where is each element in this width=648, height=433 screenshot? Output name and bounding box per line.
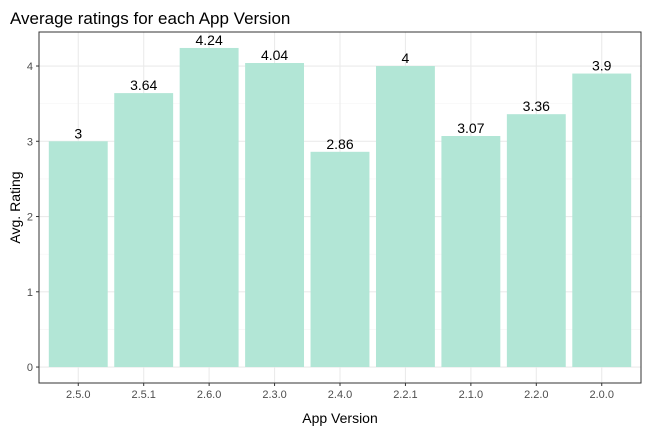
data-label: 4.04 [261, 47, 288, 63]
x-tick-label: 2.5.0 [66, 389, 90, 401]
y-tick-label: 4 [27, 61, 33, 73]
bar [506, 114, 566, 368]
data-label: 3.36 [523, 98, 550, 114]
x-tick-label: 2.4.0 [328, 389, 352, 401]
panel-border [38, 31, 642, 384]
data-label: 4.24 [196, 32, 223, 48]
x-tick-label: 2.5.1 [131, 389, 155, 401]
x-tick-label: 2.2.0 [524, 389, 548, 401]
x-tick-label: 2.6.0 [197, 389, 221, 401]
bar [245, 63, 305, 368]
x-axis-title: App Version [302, 410, 378, 426]
data-label: 2.86 [326, 136, 353, 152]
x-tick-label: 2.3.0 [262, 389, 286, 401]
y-tick-label: 2 [27, 212, 33, 224]
data-label: 3 [74, 125, 82, 141]
bar [572, 73, 632, 368]
x-tick-label: 2.1.0 [459, 389, 483, 401]
y-tick-label: 1 [27, 287, 33, 299]
data-label: 3.9 [592, 58, 612, 74]
y-tick-label: 3 [27, 136, 33, 148]
data-label: 4 [402, 50, 410, 66]
chart-title: Average ratings for each App Version [10, 9, 290, 28]
data-label-layer: 3 3.64 4.24 4.04 2.86 4 3.07 3.36 3.9 [74, 32, 611, 152]
y-axis-title: Avg. Rating [7, 171, 23, 243]
bar [441, 136, 501, 368]
bar-layer [48, 47, 632, 368]
y-tick-label: 0 [27, 362, 33, 374]
axis-layer: 0 1 2 3 4 2.5.0 2.5.1 2.6.0 2.3.0 2.4.0 2.2.1 2.1.0… [27, 61, 614, 401]
bar [48, 141, 108, 368]
bar [310, 151, 370, 368]
x-tick-label: 2.0.0 [590, 389, 614, 401]
bar [114, 93, 174, 368]
data-label: 3.07 [457, 120, 484, 136]
bar [375, 66, 435, 368]
data-label: 3.64 [130, 77, 157, 93]
x-tick-label: 2.2.1 [393, 389, 417, 401]
bar [179, 47, 239, 368]
